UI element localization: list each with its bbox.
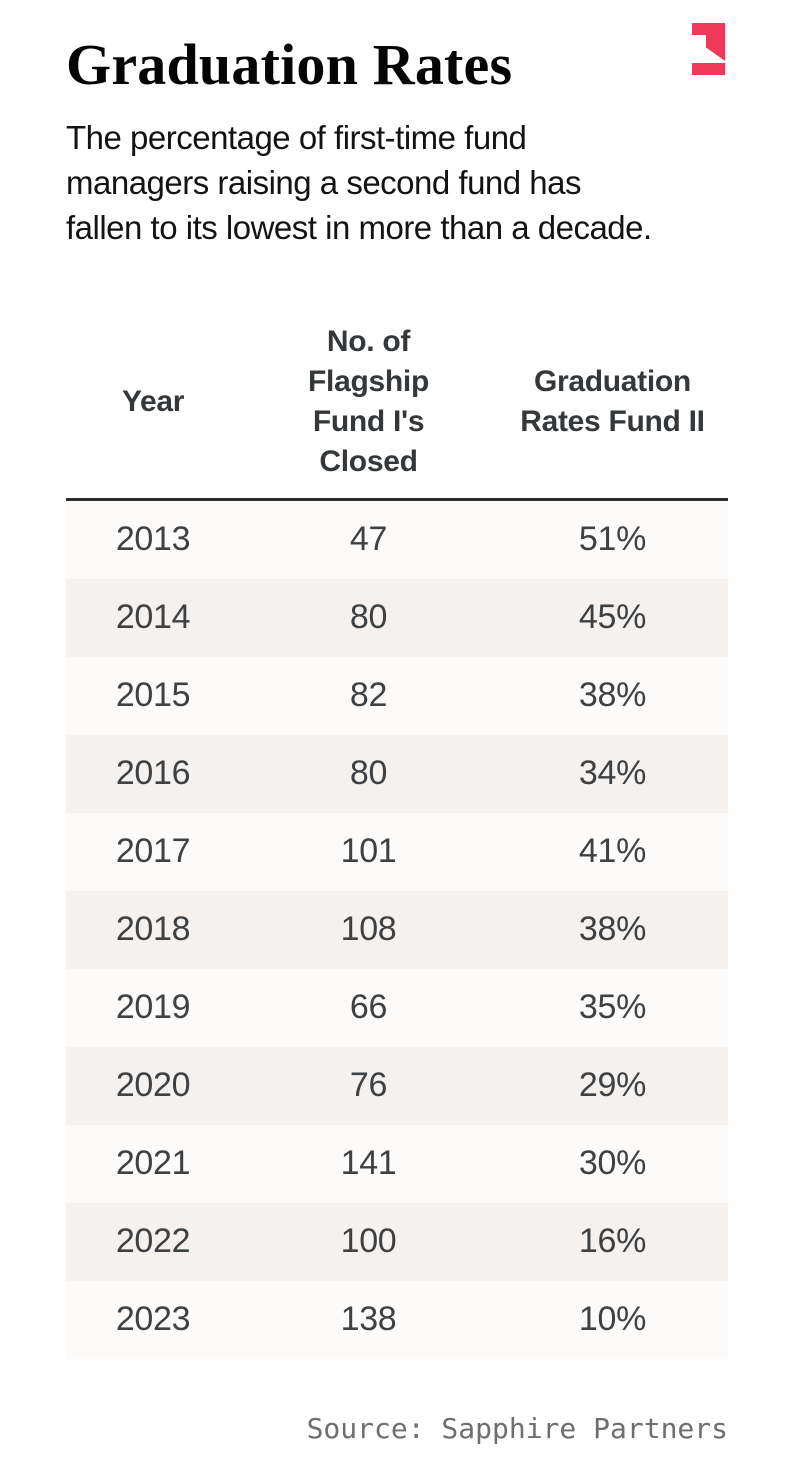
cell-graduation-rate: 51% xyxy=(578,520,647,559)
cell-year: 2019 xyxy=(115,988,191,1027)
the-information-logo-icon xyxy=(692,23,725,75)
cell-funds-closed: 80 xyxy=(349,754,388,793)
cell-funds-closed: 47 xyxy=(349,520,388,559)
cell-graduation-rate: 45% xyxy=(578,598,647,637)
cell-funds-closed: 80 xyxy=(349,598,388,637)
cell-year: 2021 xyxy=(115,1144,191,1183)
cell-funds-closed: 66 xyxy=(349,988,388,1027)
table-row: 2019 66 35% xyxy=(66,968,728,1047)
table-row: 2016 80 34% xyxy=(66,734,728,813)
cell-year: 2015 xyxy=(115,676,191,715)
cell-year: 2020 xyxy=(115,1066,191,1105)
cell-graduation-rate: 38% xyxy=(578,910,647,949)
table-row: 2020 76 29% xyxy=(66,1046,728,1125)
table-row: 2018 108 38% xyxy=(66,890,728,969)
cell-graduation-rate: 30% xyxy=(578,1144,647,1183)
cell-graduation-rate: 38% xyxy=(578,676,647,715)
page-subtitle: The percentage of first-time fund manage… xyxy=(66,118,652,246)
column-header-year: Year xyxy=(121,384,185,418)
cell-graduation-rate: 35% xyxy=(578,988,647,1027)
cell-funds-closed: 138 xyxy=(340,1300,397,1339)
page-title: Graduation Rates xyxy=(66,32,513,97)
cell-year: 2017 xyxy=(115,832,191,871)
cell-year: 2022 xyxy=(115,1222,191,1261)
cell-year: 2018 xyxy=(115,910,191,949)
cell-funds-closed: 82 xyxy=(349,676,388,715)
table-row: 2013 47 51% xyxy=(66,500,728,579)
cell-funds-closed: 141 xyxy=(340,1144,397,1183)
cell-graduation-rate: 41% xyxy=(578,832,647,871)
table-header-row: Year No. of Flagship Fund I's Closed Gra… xyxy=(66,322,728,501)
source-attribution: Source: Sapphire Partners xyxy=(306,1411,728,1445)
cell-funds-closed: 76 xyxy=(349,1066,388,1105)
cell-year: 2014 xyxy=(115,598,191,637)
column-header-funds-closed: No. of Flagship Fund I's Closed xyxy=(308,324,429,478)
cell-funds-closed: 101 xyxy=(340,832,397,871)
graduation-rates-table: Year No. of Flagship Fund I's Closed Gra… xyxy=(66,322,728,1359)
cell-year: 2016 xyxy=(115,754,191,793)
table-row: 2017 101 41% xyxy=(66,812,728,891)
table-row: 2022 100 16% xyxy=(66,1202,728,1281)
table-row: 2014 80 45% xyxy=(66,578,728,657)
cell-graduation-rate: 16% xyxy=(578,1222,647,1261)
cell-funds-closed: 100 xyxy=(340,1222,397,1261)
table-row: 2015 82 38% xyxy=(66,656,728,735)
cell-year: 2013 xyxy=(115,520,191,559)
cell-year: 2023 xyxy=(115,1300,191,1339)
cell-graduation-rate: 29% xyxy=(578,1066,647,1105)
cell-graduation-rate: 10% xyxy=(578,1300,647,1339)
cell-funds-closed: 108 xyxy=(340,910,397,949)
cell-graduation-rate: 34% xyxy=(578,754,647,793)
table-row: 2021 141 30% xyxy=(66,1124,728,1203)
table-row: 2023 138 10% xyxy=(66,1280,728,1359)
column-header-graduation-rate: Graduation Rates Fund II xyxy=(520,364,705,438)
